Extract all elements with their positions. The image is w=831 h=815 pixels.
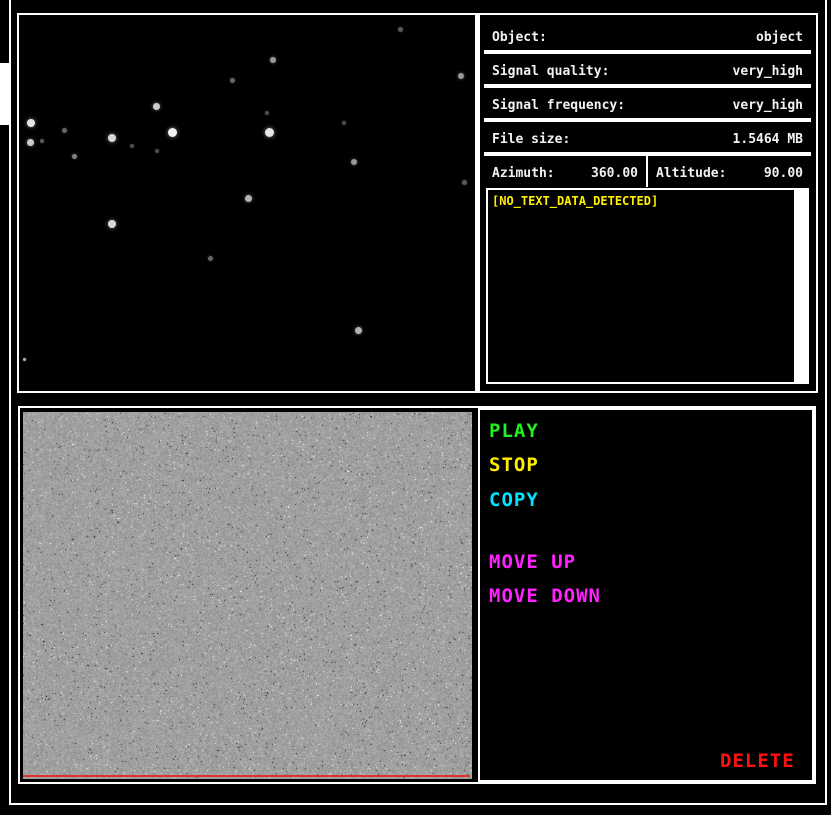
star [153, 103, 160, 110]
divider [484, 50, 811, 54]
star [62, 128, 67, 133]
signal-quality-value: very_high [733, 64, 803, 79]
star [155, 149, 159, 153]
altitude-label: Altitude: [656, 166, 726, 181]
play-button[interactable]: PLAY [489, 420, 539, 442]
text-output-scrollbar[interactable] [796, 188, 809, 384]
azimuth-value: 360.00 [591, 166, 638, 181]
delete-button[interactable]: DELETE [720, 750, 795, 772]
info-row-altitude: Altitude: 90.00 [648, 158, 811, 188]
signal-waveform-view [23, 412, 472, 779]
file-size-value: 1.5464 MB [733, 132, 803, 147]
azimuth-label: Azimuth: [492, 166, 555, 181]
playback-progress-bar[interactable] [23, 775, 470, 777]
divider [484, 84, 811, 88]
star [27, 139, 34, 146]
star [230, 78, 235, 83]
copy-button[interactable]: COPY [489, 489, 539, 511]
object-label: Object: [492, 30, 547, 45]
info-row-signal-frequency: Signal frequency: very_high [484, 90, 811, 120]
star [168, 128, 177, 137]
star [108, 134, 116, 142]
star [270, 57, 276, 63]
signal-frequency-label: Signal frequency: [492, 98, 625, 113]
move-up-button[interactable]: MOVE UP [489, 551, 576, 573]
star [208, 256, 213, 261]
info-row-file-size: File size: 1.5464 MB [484, 124, 811, 154]
star [72, 154, 77, 159]
star [342, 121, 346, 125]
signal-frequency-value: very_high [733, 98, 803, 113]
side-tab[interactable] [0, 63, 9, 125]
divider [484, 118, 811, 122]
file-size-label: File size: [492, 132, 570, 147]
star [351, 159, 357, 165]
object-value: object [756, 30, 803, 45]
altitude-value: 90.00 [764, 166, 803, 181]
star [108, 220, 116, 228]
stop-button[interactable]: STOP [489, 454, 539, 476]
star [27, 119, 35, 127]
star [245, 195, 252, 202]
star [458, 73, 464, 79]
info-row-azimuth: Azimuth: 360.00 [484, 158, 646, 188]
info-row-signal-quality: Signal quality: very_high [484, 56, 811, 86]
star [462, 180, 467, 185]
star [23, 358, 26, 361]
text-output: [NO_TEXT_DATA_DETECTED] [492, 194, 658, 208]
star [130, 144, 134, 148]
move-down-button[interactable]: MOVE DOWN [489, 585, 601, 607]
signal-quality-label: Signal quality: [492, 64, 609, 79]
outer-frame-bottom [9, 803, 827, 805]
divider [475, 13, 480, 393]
info-row-object: Object: object [484, 22, 811, 52]
outer-frame-left [9, 0, 11, 803]
star [355, 327, 362, 334]
star [265, 111, 269, 115]
star [265, 128, 274, 137]
star [398, 27, 403, 32]
star [40, 139, 44, 143]
outer-frame-right [825, 0, 827, 805]
text-output-box[interactable]: [NO_TEXT_DATA_DETECTED] [486, 188, 796, 384]
sky-image-view [20, 16, 475, 390]
